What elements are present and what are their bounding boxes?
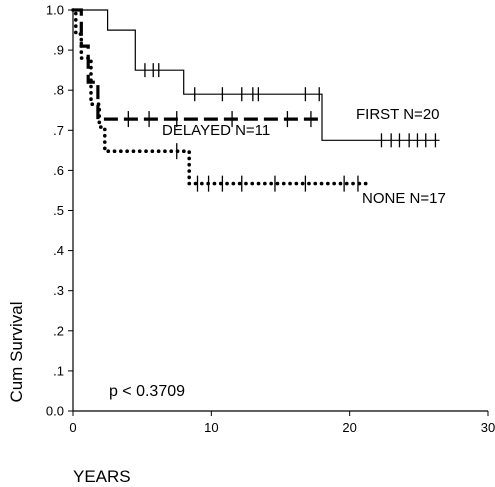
label-layer: YEARS Cum Survival FIRST N=20 DELAYED N=… bbox=[7, 106, 446, 486]
y-tick-label: .8 bbox=[53, 83, 64, 98]
series-layer bbox=[71, 8, 440, 192]
y-tick-label: .9 bbox=[53, 43, 64, 58]
delayed-series-label: DELAYED N=11 bbox=[162, 122, 270, 139]
x-tick-label: 20 bbox=[342, 420, 356, 435]
first-series-label: FIRST N=20 bbox=[356, 106, 440, 123]
y-tick-label: 1.0 bbox=[46, 3, 64, 18]
x-tick-label: 30 bbox=[481, 420, 495, 435]
x-axis-title: YEARS bbox=[73, 467, 131, 486]
first-survival-curve bbox=[73, 9, 440, 141]
x-tick-label: 0 bbox=[69, 420, 76, 435]
y-axis-title: Cum Survival bbox=[7, 301, 26, 402]
p-value-annotation: p < 0.3709 bbox=[109, 383, 185, 400]
y-tick-label: .2 bbox=[53, 323, 64, 338]
y-tick-label: 0.0 bbox=[46, 404, 64, 419]
delayed-survival-curve bbox=[73, 8, 322, 121]
y-tick-label: .1 bbox=[53, 363, 64, 378]
y-tick-label: .7 bbox=[53, 123, 64, 138]
tick-layer: 0.0 .1 .2 .3 .4 .5 .6 .7 .8 .9 1.0 0 10 20 30 bbox=[46, 3, 495, 436]
y-tick-label: .3 bbox=[53, 283, 64, 298]
y-tick-label: .4 bbox=[53, 243, 64, 258]
y-tick-label: .6 bbox=[53, 163, 64, 178]
none-survival-curve bbox=[71, 8, 373, 186]
x-tick-label: 10 bbox=[204, 420, 218, 435]
none-series-label: NONE N=17 bbox=[362, 190, 446, 207]
y-tick-label: .5 bbox=[53, 203, 64, 218]
